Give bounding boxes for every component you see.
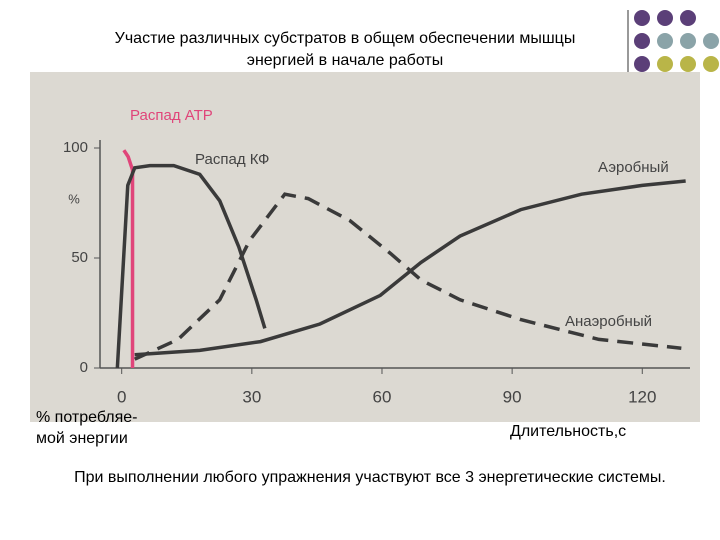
decor-dots	[634, 10, 719, 72]
series-label: Аэробный	[598, 159, 669, 176]
x-axis-label: Длительность,с	[510, 423, 626, 440]
y-tick-label: 100	[63, 139, 88, 156]
x-tick-label: 30	[242, 387, 261, 406]
series-label: Анаэробный	[565, 313, 652, 330]
footer-text: При выполнении любого упражнения участву…	[74, 469, 666, 486]
series-line	[122, 149, 135, 368]
y-axis-label: % потребляе-	[36, 409, 138, 426]
x-tick-label: 90	[503, 387, 522, 406]
series-label: Распад КФ	[195, 151, 269, 168]
series-line	[134, 179, 686, 357]
y-axis-label: мой энергии	[36, 430, 128, 447]
slide-title: Участие различных субстратов в общем обе…	[114, 30, 576, 69]
series-label: Распад АТР	[130, 107, 213, 124]
y-unit: %	[68, 191, 80, 206]
scan-background	[30, 72, 700, 422]
x-tick-label: 60	[373, 387, 392, 406]
series-line	[115, 163, 267, 369]
series-line	[133, 192, 682, 361]
y-tick-label: 50	[71, 249, 88, 266]
y-tick-label: 0	[80, 359, 88, 376]
x-tick-label: 120	[628, 387, 656, 406]
x-tick-label: 0	[117, 387, 126, 406]
